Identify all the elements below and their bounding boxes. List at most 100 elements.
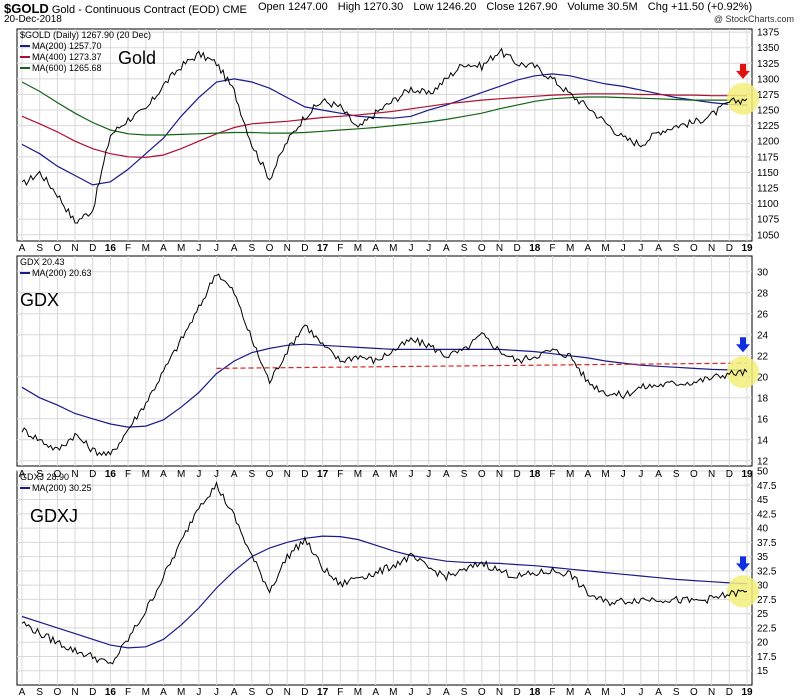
y-tick-label: 20 bbox=[757, 372, 769, 383]
y-tick-label: 1200 bbox=[757, 137, 780, 148]
x-tick-label: O bbox=[53, 469, 61, 480]
x-tick-label: 17 bbox=[317, 469, 329, 480]
down-arrow-marker bbox=[736, 63, 750, 79]
x-tick-label: A bbox=[160, 687, 167, 698]
price-line bbox=[21, 47, 748, 224]
exchange-label: CME bbox=[222, 4, 247, 16]
x-tick-label: A bbox=[655, 243, 662, 254]
y-tick-label: 32.5 bbox=[757, 566, 777, 577]
stockcharts-credit: @ StockCharts.com bbox=[713, 14, 794, 24]
x-tick-label: J bbox=[426, 243, 431, 254]
close-value: Close 1267.90 bbox=[486, 1, 558, 13]
x-tick-label: A bbox=[372, 469, 379, 480]
x-tick-label: J bbox=[214, 687, 219, 698]
high-value: High 1270.30 bbox=[337, 1, 404, 13]
x-tick-label: O bbox=[478, 687, 486, 698]
y-tick-label: 1100 bbox=[757, 199, 779, 210]
x-tick-label: O bbox=[690, 243, 698, 254]
x-tick-label: S bbox=[673, 469, 680, 480]
y-tick-label: 15 bbox=[757, 666, 769, 677]
x-tick-label: A bbox=[231, 687, 238, 698]
y-tick-label: 1225 bbox=[757, 121, 780, 132]
highlight-circle bbox=[727, 82, 759, 115]
x-tick-label: F bbox=[549, 469, 555, 480]
x-tick-label: 18 bbox=[529, 687, 541, 698]
x-tick-label: N bbox=[284, 687, 291, 698]
x-tick-label: N bbox=[284, 243, 291, 254]
x-tick-label: J bbox=[621, 469, 626, 480]
x-tick-label: M bbox=[389, 469, 397, 480]
x-tick-label: M bbox=[601, 469, 609, 480]
x-tick-label: 19 bbox=[741, 243, 753, 254]
x-tick-label: D bbox=[514, 469, 521, 480]
y-tick-label: 37.5 bbox=[757, 538, 777, 549]
x-tick-label: J bbox=[621, 687, 626, 698]
volume-value: Volume 30.5M bbox=[567, 1, 638, 13]
ma-line-600 bbox=[21, 81, 747, 136]
x-tick-label: S bbox=[36, 469, 43, 480]
legend-title: GDXJ 28.90 bbox=[20, 472, 69, 482]
down-arrow-marker bbox=[736, 556, 750, 572]
x-tick-label: J bbox=[196, 469, 201, 480]
x-tick-label: J bbox=[214, 243, 219, 254]
x-tick-label: A bbox=[443, 243, 450, 254]
x-tick-label: O bbox=[53, 687, 61, 698]
x-tick-label: A bbox=[443, 687, 450, 698]
x-tick-label: F bbox=[337, 687, 343, 698]
price-line bbox=[21, 273, 748, 457]
x-tick-label: D bbox=[301, 469, 308, 480]
x-tick-label: N bbox=[708, 243, 715, 254]
support-line bbox=[216, 362, 748, 369]
legend-entry: MA(600) 1265.68 bbox=[32, 63, 102, 73]
x-tick-label: M bbox=[354, 243, 362, 254]
x-tick-label: N bbox=[71, 687, 78, 698]
price-line bbox=[21, 480, 748, 665]
y-tick-label: 1075 bbox=[757, 215, 780, 226]
x-tick-label: F bbox=[549, 243, 555, 254]
open-value: Open 1247.00 bbox=[258, 1, 328, 13]
x-tick-label: A bbox=[372, 243, 379, 254]
x-tick-label: J bbox=[621, 243, 626, 254]
x-tick-label: M bbox=[142, 687, 150, 698]
x-tick-label: J bbox=[638, 687, 643, 698]
x-tick-label: M bbox=[177, 243, 185, 254]
ma-line-200 bbox=[21, 535, 748, 649]
x-tick-label: 16 bbox=[105, 243, 117, 254]
x-tick-label: S bbox=[249, 243, 256, 254]
y-tick-label: 1250 bbox=[757, 106, 780, 117]
x-tick-label: D bbox=[89, 243, 96, 254]
x-tick-label: A bbox=[19, 687, 26, 698]
x-tick-label: J bbox=[214, 469, 219, 480]
y-tick-label: 12 bbox=[757, 456, 769, 467]
x-tick-label: J bbox=[638, 469, 643, 480]
x-tick-label: 17 bbox=[317, 243, 329, 254]
ma-line-200 bbox=[21, 73, 748, 186]
x-tick-label: D bbox=[301, 243, 308, 254]
x-tick-label: S bbox=[36, 687, 43, 698]
x-tick-label: J bbox=[409, 469, 414, 480]
y-tick-label: 14 bbox=[757, 435, 769, 446]
x-tick-label: S bbox=[673, 243, 680, 254]
x-tick-label: S bbox=[461, 687, 468, 698]
x-tick-label: J bbox=[426, 687, 431, 698]
y-tick-label: 1275 bbox=[757, 90, 780, 101]
y-tick-label: 1325 bbox=[757, 59, 780, 70]
y-tick-label: 40 bbox=[757, 524, 769, 535]
y-tick-label: 27.5 bbox=[757, 595, 777, 606]
x-tick-label: J bbox=[196, 243, 201, 254]
x-tick-label: J bbox=[409, 243, 414, 254]
x-tick-label: F bbox=[125, 469, 131, 480]
x-tick-label: 17 bbox=[317, 687, 329, 698]
x-tick-label: A bbox=[585, 469, 592, 480]
x-tick-label: D bbox=[514, 687, 521, 698]
x-tick-label: M bbox=[566, 243, 574, 254]
x-tick-label: 18 bbox=[529, 469, 541, 480]
legend-entry: MA(200) 1257.70 bbox=[32, 41, 102, 51]
y-tick-label: 1375 bbox=[757, 28, 780, 39]
x-tick-label: S bbox=[249, 469, 256, 480]
low-value: Low 1246.20 bbox=[413, 1, 477, 13]
x-tick-label: M bbox=[142, 469, 150, 480]
x-tick-label: A bbox=[585, 243, 592, 254]
ma-line-200 bbox=[21, 343, 748, 428]
